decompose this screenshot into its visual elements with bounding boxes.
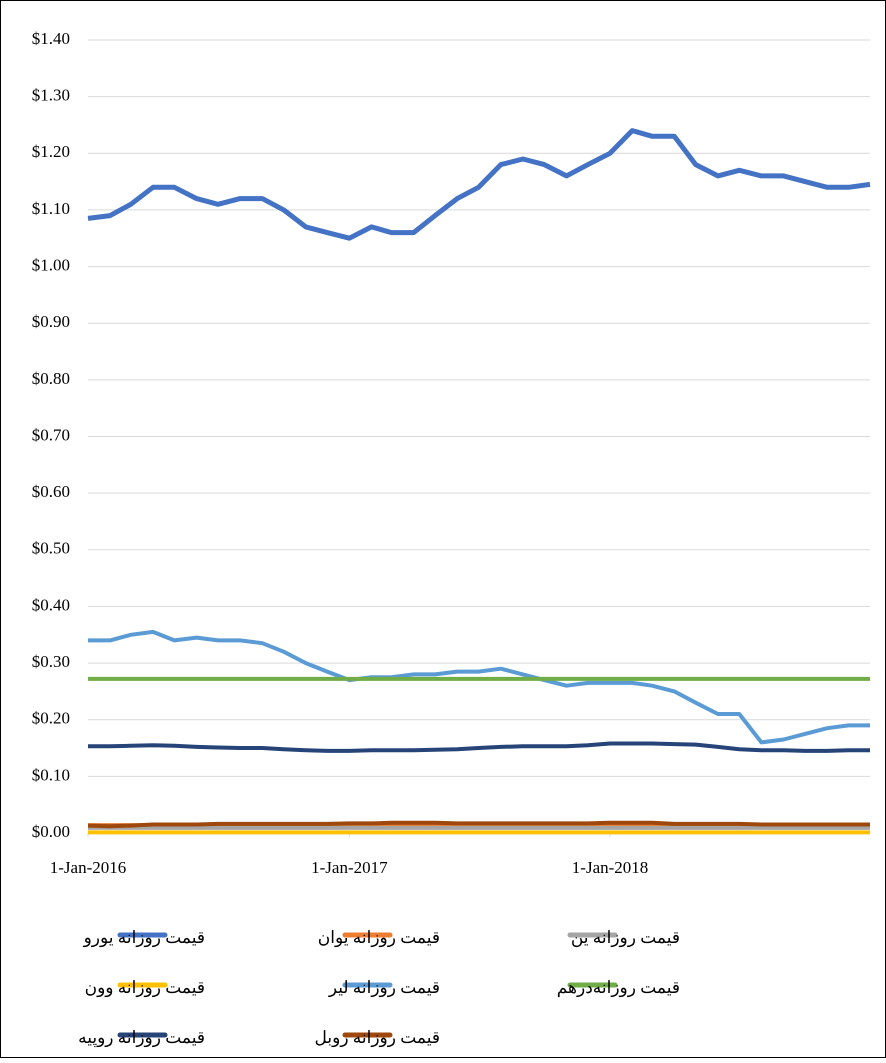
y-tick-label: $0.80 (32, 369, 70, 388)
y-tick-label: $1.30 (32, 86, 70, 105)
y-tick-label: $0.00 (32, 822, 70, 841)
legend-label: قیمت روزانه یورو (83, 928, 205, 948)
x-tick-label: 1-Jan-2016 (50, 858, 126, 877)
y-tick-label: $0.20 (32, 709, 70, 728)
y-tick-label: $1.10 (32, 199, 70, 218)
y-tick-label: $0.60 (32, 482, 70, 501)
y-tick-label: $0.40 (32, 595, 70, 614)
y-tick-label: $1.20 (32, 142, 70, 161)
y-tick-label: $0.70 (32, 425, 70, 444)
legend-label: قیمت روزانه روپیه (78, 1028, 205, 1048)
legend-label: قیمت روزانه‌درهم (557, 978, 680, 998)
chart: $0.00 $0.10 $0.20 $0.30 $0.40 $0.50 $0.60 $0.70… (0, 0, 886, 1058)
y-tick-label: $0.30 (32, 652, 70, 671)
legend-label: قیمت روزانه لیر (328, 978, 440, 998)
chart-border (1, 1, 886, 1058)
x-tick-label: 1-Jan-2017 (311, 858, 388, 877)
legend-label: قیمت روزانه روبل (315, 1028, 441, 1048)
legend-label: قیمت روزانه وون (85, 978, 205, 998)
y-tick-label: $0.50 (32, 539, 70, 558)
y-tick-label: $1.40 (32, 29, 70, 48)
y-tick-label: $0.10 (32, 765, 70, 784)
legend-label: قیمت روزانه یوان (318, 928, 440, 948)
y-tick-label: $1.00 (32, 255, 70, 274)
legend-label: قیمت روزانه ین (571, 928, 680, 948)
x-tick-label: 1-Jan-2018 (572, 858, 648, 877)
y-tick-label: $0.90 (32, 312, 70, 331)
